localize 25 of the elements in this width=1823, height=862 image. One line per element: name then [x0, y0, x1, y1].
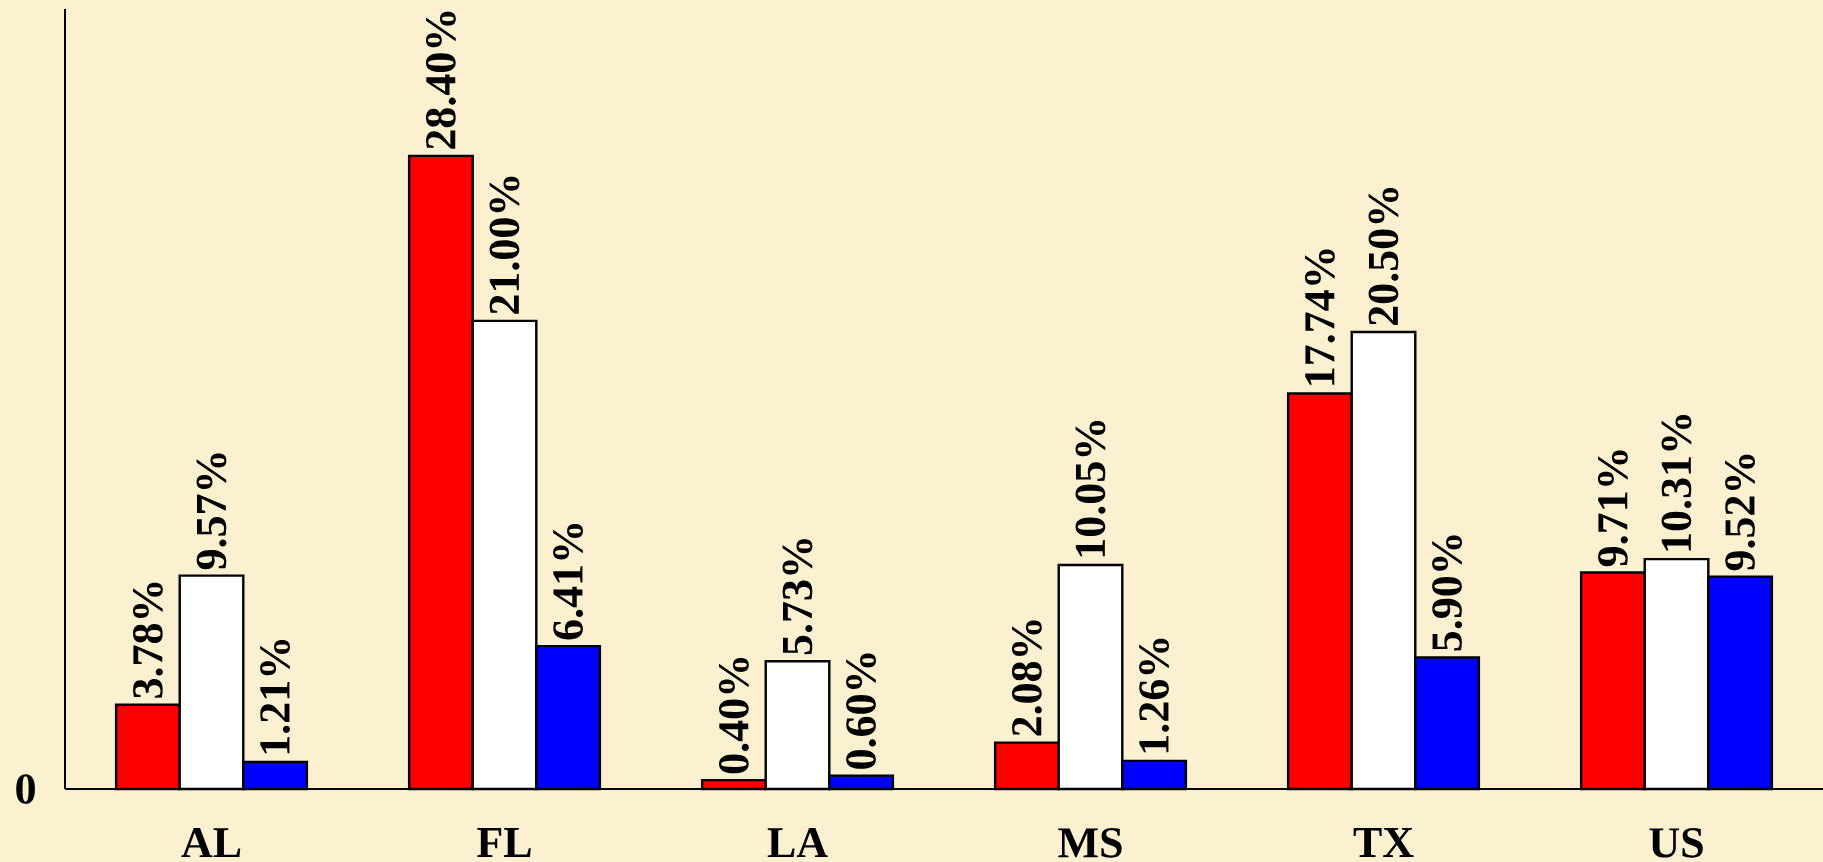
x-tick-label: US	[1649, 828, 1703, 858]
x-tick-label: TX	[1353, 828, 1414, 857]
data-label: 0.40%	[718, 658, 749, 774]
data-label: 9.71%	[1597, 450, 1628, 567]
data-label: 5.73%	[782, 539, 813, 655]
data-label: 10.31%	[1661, 415, 1692, 551]
data-label: 1.26%	[1139, 638, 1170, 753]
data-label: 21.00%	[489, 176, 520, 314]
x-tick-label: MS	[1058, 828, 1122, 858]
data-label: 2.08%	[1011, 620, 1042, 736]
x-tick-label: LA	[767, 828, 828, 858]
data-label: 17.74%	[1304, 249, 1335, 385]
text: 0	[16, 774, 35, 804]
data-label: 6.41%	[553, 524, 584, 640]
data-label: 28.40%	[425, 11, 456, 149]
x-tick-label: FL	[477, 828, 531, 857]
x-tick-label: AL	[181, 828, 241, 858]
data-label: 10.05%	[1075, 420, 1106, 557]
data-label: 0.60%	[846, 653, 877, 769]
data-label: 5.90%	[1432, 535, 1463, 651]
data-label: 9.57%	[196, 453, 227, 570]
data-label: 3.78%	[132, 582, 163, 698]
data-label: 9.52%	[1725, 454, 1756, 571]
data-label: 1.21%	[260, 639, 291, 754]
data-label: 20.50%	[1368, 187, 1399, 325]
